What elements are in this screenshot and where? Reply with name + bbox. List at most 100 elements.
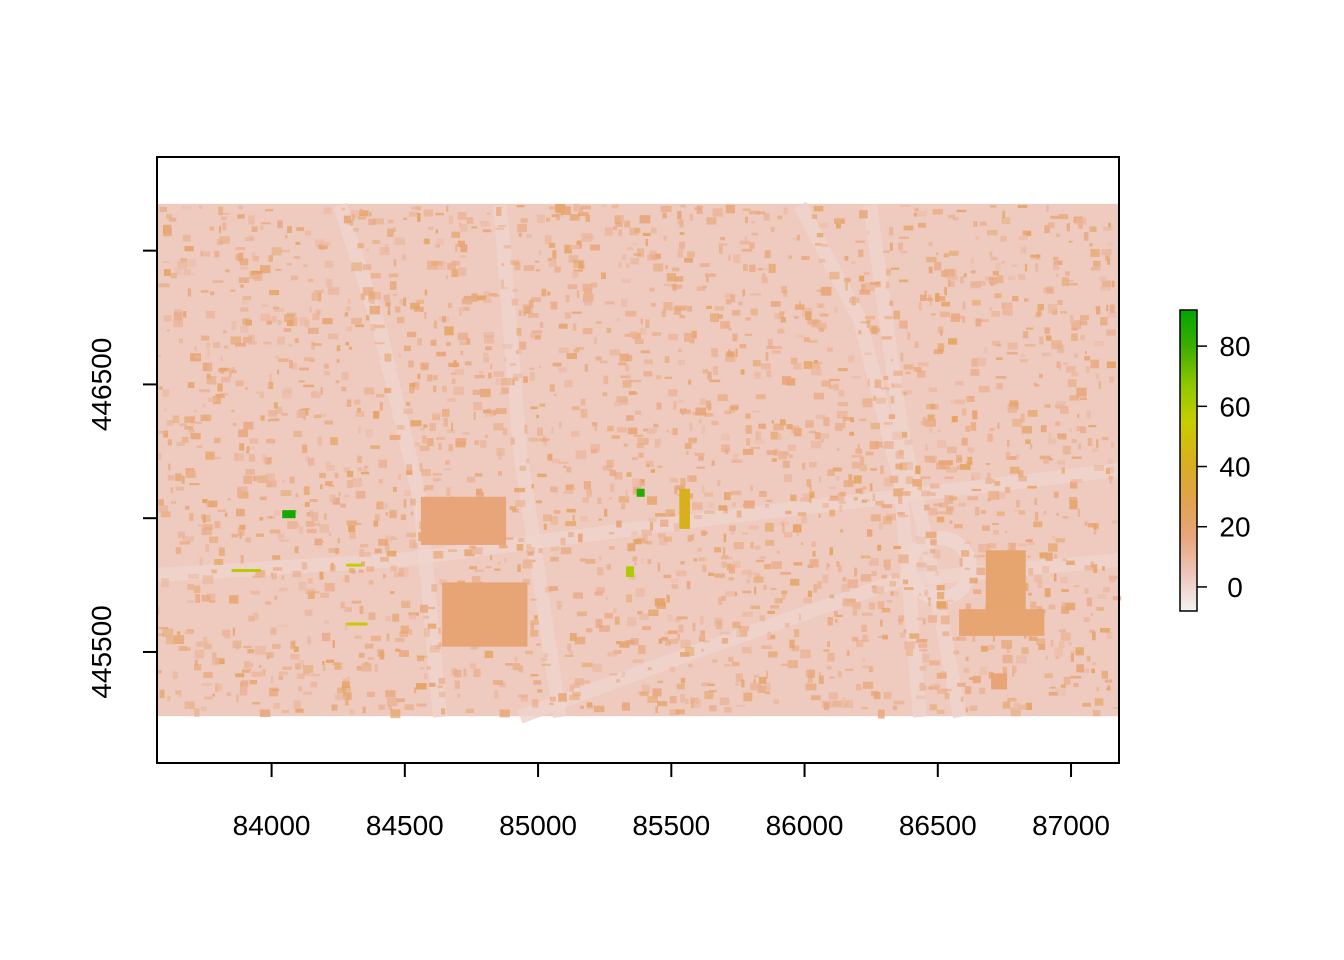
building-pixel [373, 411, 380, 419]
building-pixel [1038, 606, 1043, 611]
building-pixel [851, 461, 860, 469]
building-pixel [932, 208, 943, 215]
building-pixel [224, 345, 229, 349]
feature-building [959, 609, 1045, 636]
building-pixel [962, 301, 966, 310]
building-pixel [410, 498, 416, 506]
building-pixel [268, 687, 279, 697]
building-pixel [870, 422, 881, 430]
building-pixel [512, 288, 518, 293]
building-pixel [975, 236, 979, 241]
building-pixel [1085, 366, 1090, 373]
building-pixel [763, 213, 770, 221]
building-pixel [528, 300, 534, 309]
building-pixel [919, 649, 928, 652]
building-pixel [724, 293, 733, 299]
building-pixel [730, 294, 736, 303]
building-pixel [918, 301, 922, 311]
building-pixel [1046, 205, 1049, 212]
building-pixel [485, 346, 492, 351]
building-pixel [280, 490, 292, 496]
building-pixel [842, 598, 853, 607]
building-pixel [582, 328, 593, 335]
x-tick-label: 87000 [1032, 810, 1110, 841]
building-pixel [641, 558, 644, 564]
building-pixel [451, 668, 457, 676]
building-pixel [745, 425, 752, 434]
building-pixel [961, 408, 967, 416]
building-pixel [343, 678, 347, 682]
building-pixel [289, 359, 293, 368]
building-pixel [629, 227, 639, 236]
building-pixel [965, 707, 969, 713]
building-pixel [232, 422, 237, 426]
building-pixel [659, 538, 668, 546]
building-pixel [597, 497, 602, 504]
building-pixel [1022, 331, 1029, 339]
building-pixel [637, 611, 643, 615]
building-pixel [364, 387, 375, 395]
building-pixel [626, 263, 630, 269]
building-pixel [673, 306, 681, 315]
building-pixel [1066, 560, 1075, 565]
building-pixel [254, 573, 266, 578]
building-pixel [416, 703, 427, 707]
building-pixel [619, 641, 630, 648]
building-pixel [860, 320, 870, 324]
building-pixel [983, 347, 988, 354]
building-pixel [409, 629, 413, 635]
building-pixel [435, 244, 440, 248]
building-pixel [1012, 296, 1019, 302]
building-pixel [266, 483, 272, 488]
building-pixel [550, 516, 558, 525]
building-pixel [368, 580, 374, 585]
building-pixel [228, 498, 231, 501]
building-pixel [989, 307, 993, 311]
building-pixel [194, 664, 202, 671]
building-pixel [609, 469, 617, 477]
building-pixel [305, 521, 315, 527]
building-pixel [616, 520, 622, 528]
building-pixel [656, 375, 662, 380]
building-pixel [1098, 381, 1101, 389]
building-pixel [220, 355, 223, 362]
building-pixel [431, 412, 442, 417]
building-pixel [196, 445, 203, 448]
building-pixel [619, 353, 629, 362]
building-pixel [1060, 406, 1069, 414]
building-pixel [702, 640, 710, 643]
building-pixel [326, 279, 333, 288]
building-pixel [483, 356, 489, 363]
building-pixel [268, 255, 273, 262]
building-pixel [168, 217, 177, 222]
building-pixel [275, 268, 282, 271]
building-pixel [790, 357, 798, 365]
building-pixel [782, 523, 784, 527]
building-pixel [907, 461, 914, 470]
building-pixel [512, 377, 519, 381]
building-pixel [964, 541, 971, 544]
building-pixel [818, 304, 823, 308]
feature-tree-row [679, 488, 690, 529]
building-pixel [590, 244, 600, 251]
building-pixel [615, 215, 624, 223]
building-pixel [794, 316, 799, 319]
building-pixel [340, 601, 345, 609]
building-pixel [423, 487, 427, 492]
building-pixel [1070, 675, 1082, 679]
building-pixel [1071, 479, 1083, 483]
building-pixel [474, 473, 483, 477]
x-axis: 84000 84500 85000 85500 86000 86500 87000 [233, 763, 1110, 841]
building-pixel [250, 590, 260, 595]
building-pixel [500, 279, 505, 289]
building-pixel [818, 223, 829, 228]
building-pixel [680, 694, 685, 703]
building-pixel [283, 387, 292, 394]
building-pixel [1019, 359, 1029, 363]
building-pixel [1010, 543, 1016, 551]
building-pixel [839, 504, 843, 512]
building-pixel [863, 272, 870, 275]
building-pixel [838, 389, 845, 397]
building-pixel [204, 640, 209, 645]
building-pixel [1073, 320, 1082, 330]
